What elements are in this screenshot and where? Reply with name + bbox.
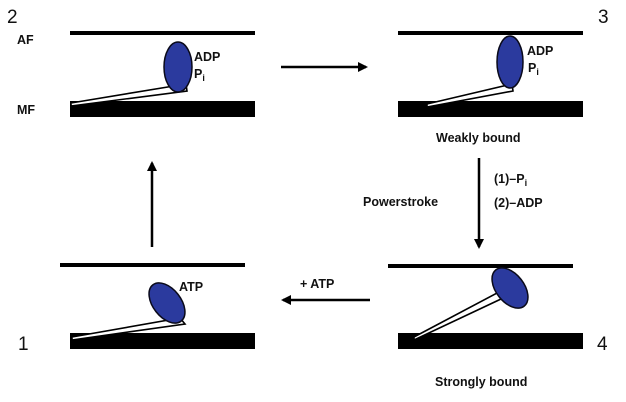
state-2-panel: 2 AF MF ADP Pi <box>7 7 255 117</box>
state-1-myosin-filament <box>70 333 255 349</box>
state-2-number: 2 <box>7 7 18 28</box>
state-4-actin-filament <box>388 264 573 268</box>
state-2-actin-filament <box>70 31 255 35</box>
state-1-myosin-lever <box>71 317 187 341</box>
state-1-panel: 1 ATP <box>18 263 255 355</box>
state-3-myosin-head <box>496 35 524 89</box>
atp-binding-label: + ATP <box>300 277 334 291</box>
phosphate-release-label: (1)–Pi <box>494 172 527 188</box>
powerstroke-label: Powerstroke <box>363 195 438 209</box>
state-2-myosin-filament <box>70 101 255 117</box>
state-4-number: 4 <box>597 334 608 355</box>
state-1-myosin-head <box>148 282 186 324</box>
state-4-caption: Strongly bound <box>435 375 527 389</box>
state-1-number: 1 <box>18 334 29 355</box>
state-1-nucleotide-label: ATP <box>179 280 203 294</box>
state-4-panel: 4 Strongly bound <box>388 264 608 389</box>
state-3-myosin-lever <box>426 83 514 108</box>
state-2-phosphate-label: Pi <box>194 67 205 83</box>
state-2-myosin-lever <box>70 83 188 107</box>
state-3-number: 3 <box>598 7 609 28</box>
state-3-myosin-filament <box>398 101 583 117</box>
state-3-panel: 3 ADP Pi Weakly bound <box>398 7 609 145</box>
state-3-actin-filament <box>398 31 583 35</box>
actin-filament-label: AF <box>17 33 34 47</box>
state-2-nucleotide-label: ADP <box>194 50 220 64</box>
state-3-caption: Weakly bound <box>436 131 521 145</box>
state-2-myosin-head <box>163 41 193 93</box>
state-1-actin-filament <box>60 263 245 267</box>
adp-release-label: (2)–ADP <box>494 196 543 210</box>
myosin-filament-label: MF <box>17 103 35 117</box>
state-3-nucleotide-label: ADP <box>527 44 553 58</box>
state-4-myosin-head <box>491 267 529 309</box>
state-4-myosin-lever <box>413 291 503 342</box>
state-3-phosphate-label: Pi <box>528 61 539 77</box>
state-4-myosin-filament <box>398 333 583 349</box>
